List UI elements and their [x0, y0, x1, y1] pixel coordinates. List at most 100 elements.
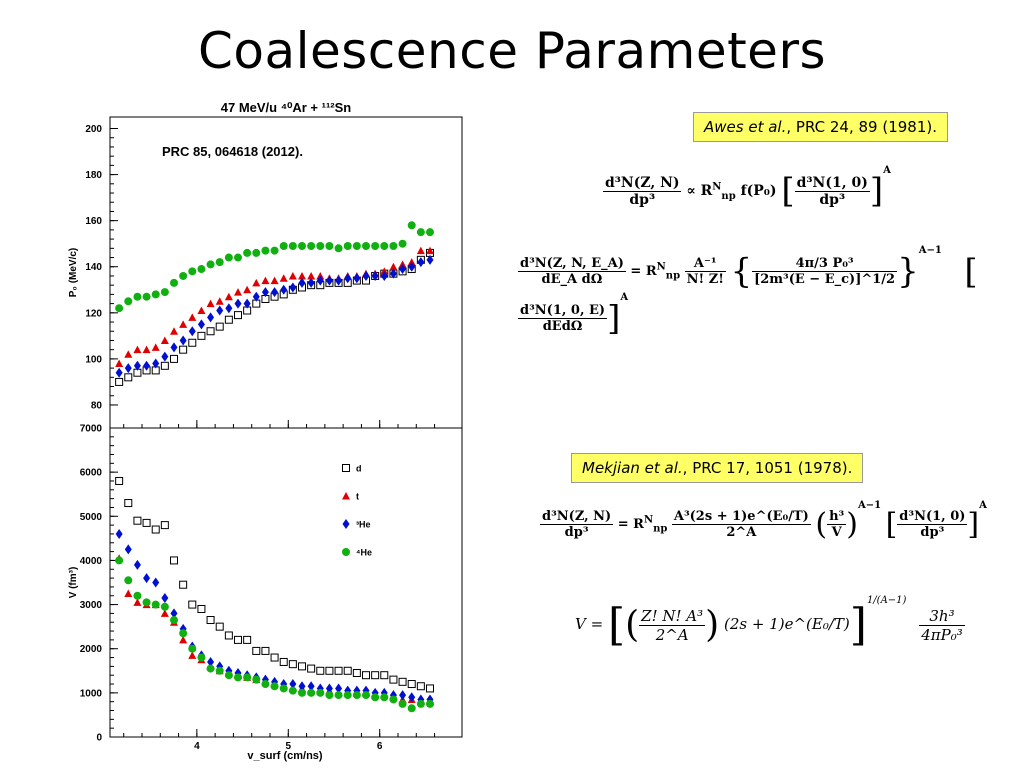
eq2-rhs-den: dEdΩ	[542, 318, 583, 334]
data-point-diamond	[344, 273, 352, 284]
data-point-open-square	[160, 521, 169, 530]
plot-frame-2	[109, 427, 463, 738]
data-point-circle	[307, 242, 316, 251]
data-point-triangle	[197, 306, 206, 315]
data-point-circle	[206, 260, 215, 269]
data-point-open-square	[352, 668, 361, 677]
eq2-f1-den: N! Z!	[686, 272, 724, 287]
y-axis-label-1: P₀ (MeV/c)	[68, 248, 79, 298]
data-point-open-square	[389, 675, 398, 684]
data-point-circle	[188, 644, 197, 653]
data-point-triangle	[288, 271, 297, 280]
data-point-diamond	[426, 254, 434, 265]
data-point-diamond	[152, 577, 160, 588]
data-point-open-square	[151, 525, 160, 534]
data-point-circle	[389, 695, 398, 704]
data-point-diamond	[207, 656, 215, 667]
data-point-open-square	[124, 499, 133, 508]
eq3-pow2: A	[979, 500, 987, 511]
data-point-diamond	[389, 268, 397, 279]
data-point-circle	[215, 258, 224, 267]
data-point-open-square	[298, 662, 306, 671]
eq4-paren-open: (	[625, 604, 640, 646]
data-point-circle	[224, 671, 233, 680]
data-point-diamond	[307, 277, 315, 288]
data-point-circle	[362, 242, 370, 251]
data-point-triangle	[389, 262, 398, 271]
y-tick-label-1: 180	[85, 170, 102, 181]
data-point-open-square	[188, 600, 197, 609]
awes-citation: , PRC 24, 89 (1981).	[786, 118, 937, 136]
data-point-circle	[279, 242, 288, 251]
legend-marker-diamond	[342, 519, 350, 529]
data-point-circle	[243, 673, 252, 682]
data-point-circle	[279, 684, 288, 693]
data-point-open-square	[115, 476, 124, 485]
y-tick-label-1: 200	[85, 124, 102, 135]
data-point-circle	[270, 682, 279, 691]
mekjian-citation: , PRC 17, 1051 (1978).	[682, 459, 853, 477]
eq1-pow: A	[883, 165, 891, 176]
eq3-h-num: h³	[827, 509, 847, 525]
data-point-diamond	[289, 282, 297, 293]
eq3-pow1: A−1	[857, 500, 882, 511]
eq1-lhs-den: dp³	[629, 191, 656, 208]
eq2-rhs: d³N(1, 0, E) dEdΩ	[518, 303, 608, 334]
data-point-triangle	[151, 343, 160, 351]
data-point-circle	[307, 688, 316, 697]
data-point-triangle	[261, 276, 270, 285]
data-point-circle	[316, 688, 325, 697]
data-point-circle	[160, 288, 169, 297]
data-point-open-square	[115, 377, 124, 386]
data-point-circle	[234, 673, 242, 682]
data-point-triangle	[426, 246, 434, 255]
data-point-diamond	[243, 298, 251, 309]
data-point-circle	[416, 699, 425, 708]
eq4-pow: 1/(A−1)	[866, 595, 907, 606]
data-point-open-square	[234, 635, 242, 644]
eq2-f2-den: [2m³(E − E_c)]^1/2	[754, 272, 896, 287]
eq3-f: A³(2s + 1)e^(E₀/T) 2^A	[671, 509, 811, 540]
eq3-sup: N	[643, 514, 654, 526]
eq3-lhs-num: d³N(Z, N)	[540, 509, 614, 525]
legend-label: ³He	[356, 520, 371, 530]
data-point-open-square	[426, 684, 434, 693]
eq2-brace-close: }	[897, 251, 919, 292]
data-point-open-square	[270, 653, 279, 662]
chart-title: 47 MeV/u ⁴⁰Ar + ¹¹²Sn	[221, 100, 352, 115]
data-point-circle	[133, 292, 142, 301]
data-point-open-square	[224, 631, 233, 640]
eq3-lhs: d³N(Z, N) dp³	[540, 509, 614, 540]
data-point-open-square	[124, 373, 133, 382]
awes-author: Awes et al.	[704, 118, 787, 136]
data-point-circle	[197, 265, 206, 274]
equation-mekjian-1: d³N(Z, N) dp³ = RNnp A³(2s + 1)e^(E₀/T) 2^…	[540, 500, 987, 542]
data-point-triangle	[124, 589, 133, 598]
data-point-circle	[362, 691, 370, 700]
data-point-diamond	[335, 275, 343, 286]
data-point-diamond	[225, 303, 233, 314]
eq4-paren-close: )	[705, 604, 720, 646]
data-point-open-square	[133, 516, 142, 525]
data-point-circle	[398, 699, 407, 708]
data-point-circle	[416, 228, 425, 237]
data-point-triangle	[206, 299, 215, 308]
data-point-diamond	[115, 528, 123, 539]
eq2-f2: 4π/3 P₀³ [2m³(E − E_c)]^1/2	[752, 256, 898, 287]
data-point-open-square	[170, 354, 178, 363]
data-point-circle	[380, 242, 389, 251]
data-point-open-square	[170, 556, 178, 565]
eq3-paren-open: (	[815, 507, 828, 542]
data-point-diamond	[325, 683, 333, 694]
eq1-rhs-den: dp³	[819, 191, 846, 208]
data-point-diamond	[170, 342, 178, 353]
data-point-triangle	[115, 359, 124, 367]
data-point-circle	[380, 693, 389, 702]
x-tick-label: 5	[286, 741, 292, 752]
eq3-rhs-num: d³N(1, 0)	[897, 509, 968, 525]
data-point-open-square	[206, 327, 215, 336]
data-point-open-square	[215, 622, 224, 631]
eq4-f-den: 2^A	[655, 625, 689, 644]
data-point-open-square	[160, 361, 169, 370]
data-point-triangle	[188, 651, 197, 659]
